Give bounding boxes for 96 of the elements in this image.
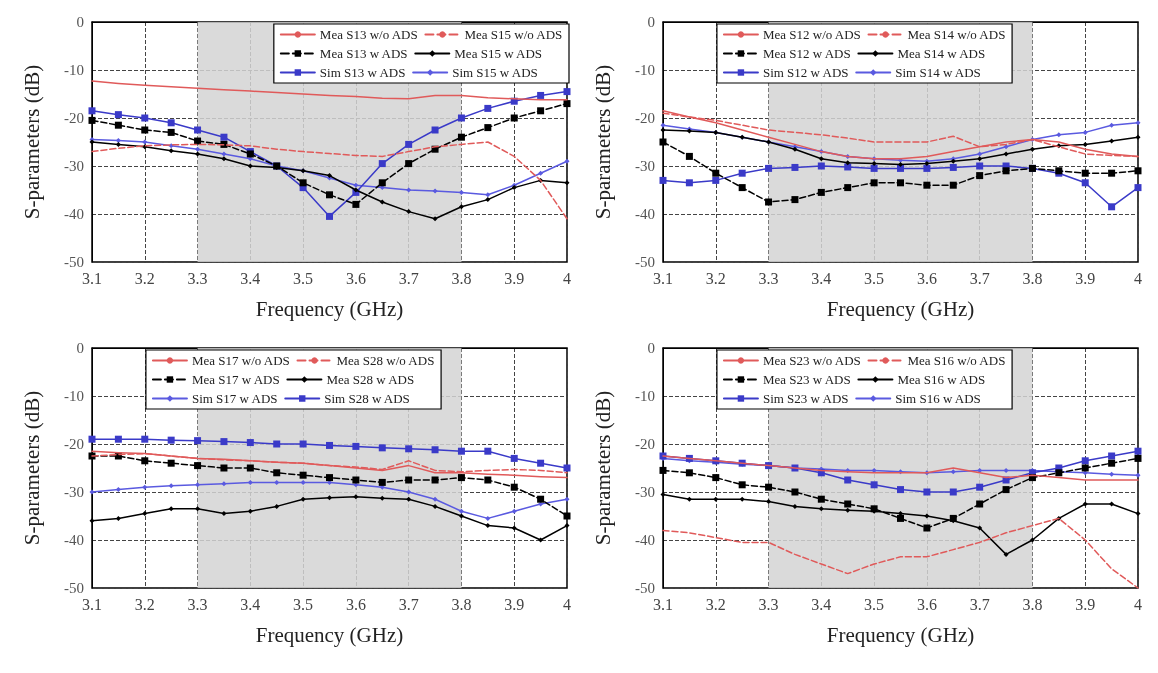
x-tick-label: 3.2 <box>134 269 155 287</box>
x-tick-label: 3.5 <box>864 595 885 613</box>
x-tick-label: 3.6 <box>916 595 937 613</box>
y-tick-label: -20 <box>64 110 84 126</box>
y-tick-label: -30 <box>64 158 84 174</box>
x-tick-label: 4 <box>1134 595 1142 613</box>
x-tick-label: 3.8 <box>1022 269 1043 287</box>
x-tick-label: 3.1 <box>653 595 673 613</box>
x-tick-label: 3.5 <box>293 595 314 613</box>
legend-label: Mea S14 w ADS <box>897 46 986 61</box>
y-tick-label: 0 <box>647 340 655 356</box>
legend-label: Mea S12 w/o ADS <box>762 27 861 42</box>
y-tick-label: -10 <box>64 62 84 78</box>
x-tick-label: 3.4 <box>811 269 832 287</box>
y-axis-title: S-parameters (dB) <box>19 390 44 546</box>
x-tick-label: 3.3 <box>187 269 208 287</box>
x-tick-label: 3.2 <box>134 595 155 613</box>
legend-label: Mea S13 w ADS <box>319 46 408 61</box>
x-tick-label: 3.4 <box>240 595 261 613</box>
legend-label: Mea S16 w ADS <box>897 372 986 387</box>
legend-label: Mea S12 w ADS <box>762 46 851 61</box>
y-tick-label: -30 <box>64 484 84 500</box>
legend-label: Mea S23 w ADS <box>762 372 851 387</box>
legend-label: Mea S15 w/o ADS <box>464 27 563 42</box>
x-tick-label: 3.7 <box>398 269 419 287</box>
x-tick-label: 4 <box>1134 269 1142 287</box>
x-tick-label: 3.7 <box>969 595 990 613</box>
x-tick-label: 3.7 <box>398 595 419 613</box>
y-tick-label: 0 <box>76 14 84 30</box>
x-tick-label: 3.6 <box>345 269 366 287</box>
x-axis-title: Frequency (GHz) <box>255 622 404 647</box>
y-tick-label: -50 <box>64 580 84 596</box>
x-tick-label: 3.2 <box>705 595 726 613</box>
y-tick-label: 0 <box>76 340 84 356</box>
x-tick-label: 3.1 <box>82 269 102 287</box>
legend-label: Mea S17 w ADS <box>191 372 280 387</box>
y-tick-label: -50 <box>635 254 655 270</box>
y-tick-label: -40 <box>635 206 655 222</box>
x-axis-title: Frequency (GHz) <box>255 296 404 321</box>
x-axis-title: Frequency (GHz) <box>826 622 975 647</box>
y-tick-label: -10 <box>635 62 655 78</box>
x-tick-label: 3.3 <box>187 595 208 613</box>
x-tick-label: 3.2 <box>705 269 726 287</box>
x-tick-label: 3.8 <box>451 269 472 287</box>
y-tick-label: -50 <box>64 254 84 270</box>
legend-label: Mea S15 w ADS <box>454 46 543 61</box>
x-tick-label: 3.9 <box>1075 595 1096 613</box>
y-tick-label: -40 <box>635 532 655 548</box>
x-tick-label: 3.9 <box>504 269 525 287</box>
legend-label: Sim S28 w ADS <box>324 391 410 406</box>
x-tick-label: 3.6 <box>345 595 366 613</box>
legend-label: Mea S28 w/o ADS <box>336 353 435 368</box>
y-tick-label: 0 <box>647 14 655 30</box>
y-tick-label: -20 <box>635 436 655 452</box>
y-tick-label: -10 <box>635 388 655 404</box>
y-tick-label: -30 <box>635 158 655 174</box>
y-axis-title: S-parameters (dB) <box>590 64 615 220</box>
legend-label: Sim S12 w ADS <box>762 65 849 80</box>
x-tick-label: 3.3 <box>758 269 779 287</box>
y-tick-label: -50 <box>635 580 655 596</box>
x-tick-label: 3.9 <box>1075 269 1096 287</box>
x-tick-label: 3.3 <box>758 595 779 613</box>
x-tick-label: 3.5 <box>293 269 314 287</box>
x-tick-label: 3.4 <box>811 595 832 613</box>
legend-label: Mea S17 w/o ADS <box>191 353 290 368</box>
y-axis-title: S-parameters (dB) <box>19 64 44 220</box>
y-tick-label: -40 <box>64 532 84 548</box>
y-tick-label: -20 <box>64 436 84 452</box>
legend-label: Mea S13 w/o ADS <box>319 27 418 42</box>
x-tick-label: 3.9 <box>504 595 525 613</box>
x-tick-label: 3.1 <box>82 595 102 613</box>
legend-label: Mea S23 w/o ADS <box>762 353 861 368</box>
y-tick-label: -20 <box>635 110 655 126</box>
legend-label: Mea S28 w ADS <box>326 372 415 387</box>
legend-label: Mea S14 w/o ADS <box>907 27 1006 42</box>
legend-label: Mea S16 w/o ADS <box>907 353 1006 368</box>
x-tick-label: 3.7 <box>969 269 990 287</box>
x-tick-label: 3.5 <box>864 269 885 287</box>
x-tick-label: 3.4 <box>240 269 261 287</box>
legend-label: Sim S17 w ADS <box>191 391 278 406</box>
y-tick-label: -10 <box>64 388 84 404</box>
x-tick-label: 4 <box>563 269 571 287</box>
y-tick-label: -30 <box>635 484 655 500</box>
legend-label: Sim S14 w ADS <box>895 65 981 80</box>
x-tick-label: 4 <box>563 595 571 613</box>
x-tick-label: 3.1 <box>653 269 673 287</box>
x-tick-label: 3.8 <box>1022 595 1043 613</box>
y-tick-label: -40 <box>64 206 84 222</box>
legend-label: Sim S15 w ADS <box>452 65 538 80</box>
x-tick-label: 3.8 <box>451 595 472 613</box>
x-tick-label: 3.6 <box>916 269 937 287</box>
x-axis-title: Frequency (GHz) <box>826 296 975 321</box>
legend-label: Sim S13 w ADS <box>319 65 406 80</box>
legend-label: Sim S16 w ADS <box>895 391 981 406</box>
legend-label: Sim S23 w ADS <box>762 391 849 406</box>
y-axis-title: S-parameters (dB) <box>590 390 615 546</box>
